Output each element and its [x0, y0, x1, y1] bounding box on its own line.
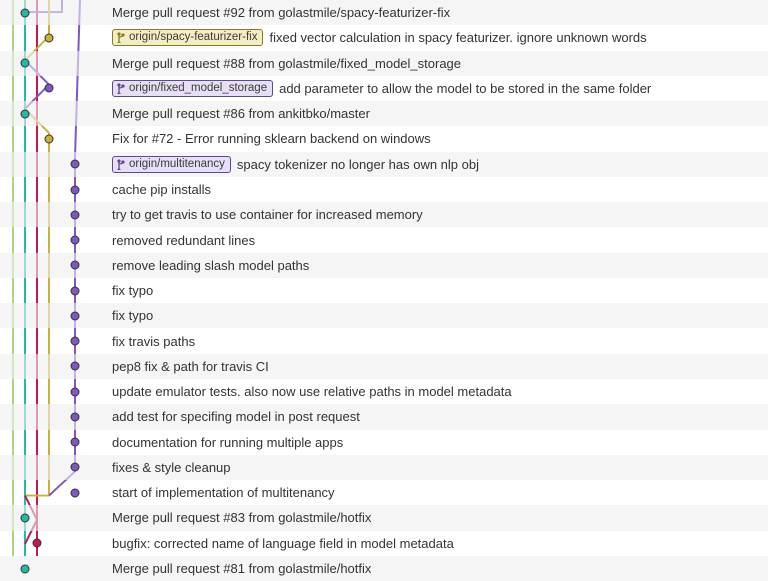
commit-row[interactable]: Merge pull request #83 from golastmile/h… — [0, 505, 768, 530]
branch-name: origin/spacy-featurizer-fix — [129, 30, 257, 45]
commit-row[interactable]: add test for specifing model in post req… — [0, 404, 768, 429]
commit-dot[interactable] — [71, 337, 80, 346]
commit-message: fix typo — [112, 283, 153, 298]
branch-icon — [116, 159, 126, 170]
commit-dot[interactable] — [71, 210, 80, 219]
commit-message: documentation for running multiple apps — [112, 435, 343, 450]
commit-dot[interactable] — [71, 286, 80, 295]
branch-tag[interactable]: origin/multitenancy — [112, 156, 231, 173]
commit-row[interactable]: origin/multitenancy spacy tokenizer no lo… — [0, 152, 768, 177]
commit-dot[interactable] — [21, 564, 30, 573]
commit-dot[interactable] — [71, 463, 80, 472]
commit-message: Merge pull request #88 from golastmile/f… — [112, 56, 461, 71]
commit-row[interactable]: bugfix: corrected name of language field… — [0, 531, 768, 556]
commit-message: Merge pull request #92 from golastmile/s… — [112, 5, 450, 20]
branch-tag[interactable]: origin/spacy-featurizer-fix — [112, 29, 263, 46]
commit-row[interactable]: fix travis paths — [0, 328, 768, 353]
commit-row[interactable]: Merge pull request #81 from golastmile/h… — [0, 556, 768, 581]
commit-message: fixed vector calculation in spacy featur… — [269, 30, 646, 45]
commit-rows: Merge pull request #92 from golastmile/s… — [0, 0, 768, 581]
commit-row[interactable]: Fix for #72 - Error running sklearn back… — [0, 126, 768, 151]
commit-dot[interactable] — [45, 134, 54, 143]
commit-row[interactable]: Merge pull request #88 from golastmile/f… — [0, 51, 768, 76]
commit-row[interactable]: try to get travis to use container for i… — [0, 202, 768, 227]
commit-message: Merge pull request #83 from golastmile/h… — [112, 510, 371, 525]
commit-message: add parameter to allow the model to be s… — [279, 81, 651, 96]
branch-icon — [116, 32, 126, 43]
commit-message: start of implementation of multitenancy — [112, 485, 335, 500]
commit-row[interactable]: fixes & style cleanup — [0, 455, 768, 480]
commit-message: pep8 fix & path for travis CI — [112, 359, 269, 374]
commit-dot[interactable] — [71, 236, 80, 245]
commit-dot[interactable] — [71, 160, 80, 169]
commit-message: Merge pull request #86 from ankitbko/mas… — [112, 106, 370, 121]
commit-dot[interactable] — [71, 362, 80, 371]
commit-message: spacy tokenizer no longer has own nlp ob… — [237, 157, 479, 172]
commit-message: Merge pull request #81 from golastmile/h… — [112, 561, 371, 576]
commit-message: fix travis paths — [112, 334, 195, 349]
commit-dot[interactable] — [71, 438, 80, 447]
commit-dot[interactable] — [71, 412, 80, 421]
commit-row[interactable]: documentation for running multiple apps — [0, 430, 768, 455]
commit-dot[interactable] — [45, 33, 54, 42]
commit-dot[interactable] — [21, 514, 30, 523]
commit-message: try to get travis to use container for i… — [112, 207, 423, 222]
commit-row[interactable]: fix typo — [0, 278, 768, 303]
branch-tag[interactable]: origin/fixed_model_storage — [112, 80, 273, 97]
commit-row[interactable]: origin/spacy-featurizer-fix fixed vector … — [0, 25, 768, 50]
branch-name: origin/multitenancy — [129, 157, 225, 172]
commit-row[interactable]: remove leading slash model paths — [0, 253, 768, 278]
commit-dot[interactable] — [45, 84, 54, 93]
commit-dot[interactable] — [21, 59, 30, 68]
commit-dot[interactable] — [71, 261, 80, 270]
commit-row[interactable]: cache pip installs — [0, 177, 768, 202]
commit-row[interactable]: removed redundant lines — [0, 227, 768, 252]
commit-row[interactable]: origin/fixed_model_storage add parameter … — [0, 76, 768, 101]
commit-message: fix typo — [112, 308, 153, 323]
commit-row[interactable]: update emulator tests. also now use rela… — [0, 379, 768, 404]
commit-message: bugfix: corrected name of language field… — [112, 536, 454, 551]
commit-dot[interactable] — [71, 387, 80, 396]
commit-row[interactable]: Merge pull request #86 from ankitbko/mas… — [0, 101, 768, 126]
commit-message: Fix for #72 - Error running sklearn back… — [112, 131, 431, 146]
branch-icon — [116, 83, 126, 94]
commit-row[interactable]: fix typo — [0, 303, 768, 328]
branch-name: origin/fixed_model_storage — [129, 81, 267, 96]
commit-message: cache pip installs — [112, 182, 211, 197]
commit-message: add test for specifing model in post req… — [112, 409, 360, 424]
commit-message: remove leading slash model paths — [112, 258, 309, 273]
commit-message: fixes & style cleanup — [112, 460, 231, 475]
commit-message: removed redundant lines — [112, 233, 255, 248]
commit-message: update emulator tests. also now use rela… — [112, 384, 512, 399]
commit-dot[interactable] — [71, 311, 80, 320]
commit-dot[interactable] — [33, 539, 42, 548]
commit-dot[interactable] — [21, 109, 30, 118]
commit-dot[interactable] — [71, 488, 80, 497]
commit-row[interactable]: pep8 fix & path for travis CI — [0, 354, 768, 379]
git-log-view: Merge pull request #92 from golastmile/s… — [0, 0, 768, 556]
commit-dot[interactable] — [21, 8, 30, 17]
commit-row[interactable]: start of implementation of multitenancy — [0, 480, 768, 505]
commit-row[interactable]: Merge pull request #92 from golastmile/s… — [0, 0, 768, 25]
commit-dot[interactable] — [71, 185, 80, 194]
